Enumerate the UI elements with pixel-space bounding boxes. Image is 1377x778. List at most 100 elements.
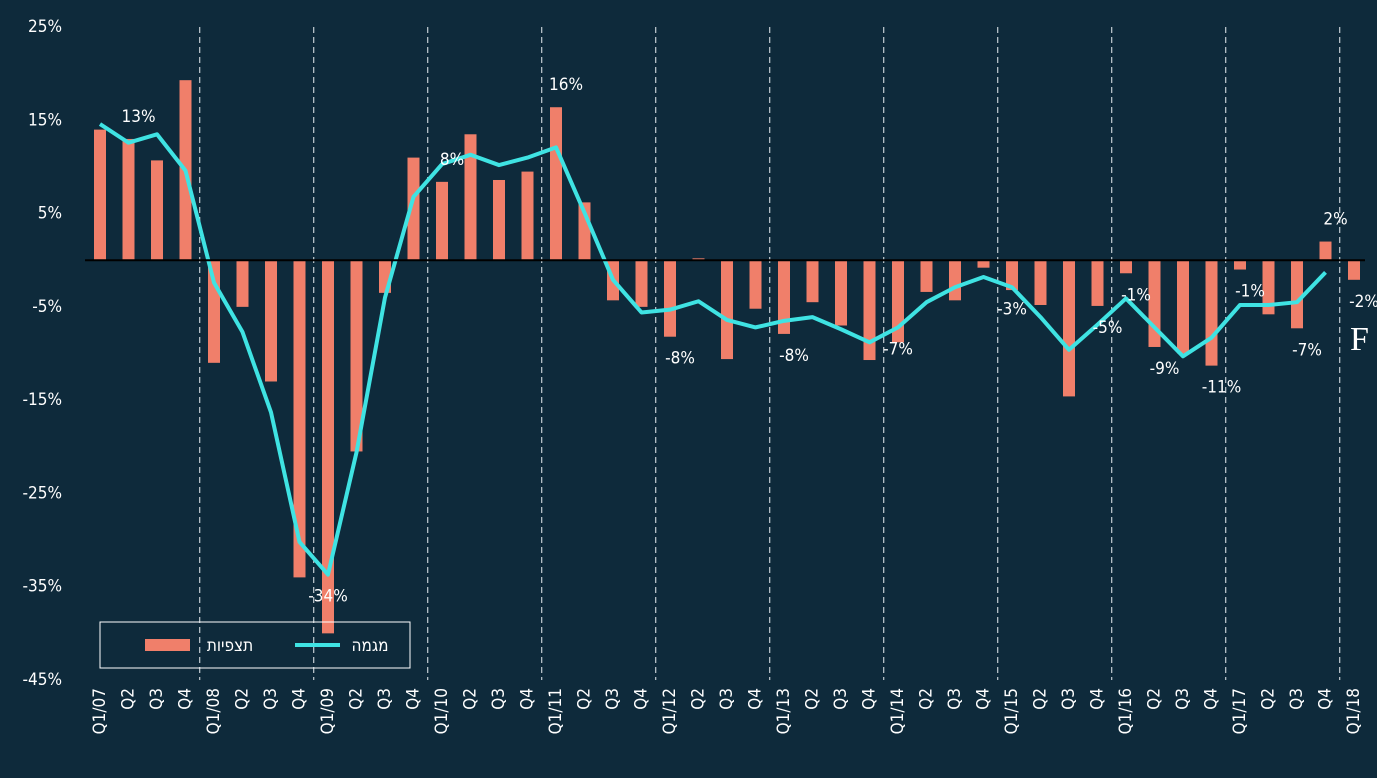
bar (1262, 260, 1275, 315)
x-tick-label: Q1/10 (432, 688, 452, 734)
bar (664, 260, 676, 337)
bar (94, 129, 106, 261)
bar (863, 260, 876, 361)
data-label: -8% (665, 349, 695, 369)
legend-label: מגמה (351, 636, 388, 656)
legend-box (99, 621, 411, 669)
data-label: -3% (997, 299, 1027, 319)
x-tick-label: Q3 (1059, 688, 1079, 710)
data-label: -34% (308, 587, 348, 607)
bar (920, 260, 933, 292)
x-tick-label: Q4 (1316, 688, 1336, 710)
bar (1063, 260, 1075, 397)
x-tick-label: Q4 (632, 688, 652, 710)
bar (1291, 260, 1303, 329)
x-tick-label: Q1/15 (1002, 688, 1022, 734)
bar (322, 260, 334, 634)
bar (122, 138, 135, 261)
x-tick-label: Q2 (917, 688, 937, 710)
bar (1348, 260, 1360, 280)
x-tick-label: Q4 (746, 688, 766, 710)
data-label: -7% (883, 339, 913, 359)
y-tick-label: -15% (22, 390, 62, 410)
x-tick-label: Q1/08 (204, 688, 224, 734)
x-tick-label: Q2 (347, 688, 367, 710)
bar (892, 260, 904, 343)
x-tick-label: Q2 (1031, 688, 1051, 710)
x-tick-label: Q1/14 (888, 688, 908, 734)
x-tick-label: Q1/13 (774, 688, 794, 734)
y-tick-label: 5% (38, 204, 62, 224)
data-label: 13% (122, 107, 156, 127)
x-tick-label: Q1/11 (546, 688, 566, 734)
data-label: 8% (440, 150, 464, 170)
x-tick-label: Q1/16 (1116, 688, 1136, 734)
x-tick-label: Q4 (404, 688, 424, 710)
x-tick-label: Q2 (119, 688, 139, 710)
x-tick-label: Q3 (717, 688, 737, 710)
bar (1205, 260, 1218, 366)
x-tick-label: Q4 (1202, 688, 1222, 710)
x-tick-label: Q4 (1088, 688, 1108, 710)
x-tick-label: Q3 (603, 688, 623, 710)
bar (407, 157, 420, 261)
y-tick-label: -45% (22, 670, 62, 690)
x-tick-label: Q2 (689, 688, 709, 710)
x-tick-label: Q1/07 (90, 688, 110, 734)
y-tick-label: 25% (28, 17, 62, 37)
x-tick-label: Q3 (831, 688, 851, 710)
data-label: 16% (549, 75, 583, 95)
data-label: -11% (1202, 378, 1242, 398)
x-tick-label: Q2 (803, 688, 823, 710)
bar (550, 107, 562, 261)
bar (749, 260, 762, 309)
bar (1120, 260, 1132, 274)
bar (835, 260, 847, 326)
data-label: -2% (1349, 292, 1377, 312)
data-label: -5% (1093, 318, 1123, 338)
legend-swatch (145, 639, 190, 651)
y-tick-label: -25% (22, 483, 62, 503)
bar (949, 260, 961, 301)
legend: תצפיות מגמה (99, 621, 411, 669)
x-tick-label: Q3 (489, 688, 509, 710)
y-tick-label: 15% (28, 110, 62, 130)
x-tick-label: Q4 (290, 688, 310, 710)
bar (293, 260, 306, 578)
bar (521, 171, 534, 261)
data-label: -1% (1235, 282, 1265, 302)
y-tick-label: -35% (22, 577, 62, 597)
x-tick-label: Q3 (1173, 688, 1193, 710)
x-tick-label: Q4 (974, 688, 994, 710)
x-tick-label: Q3 (261, 688, 281, 710)
x-tick-label: Q3 (147, 688, 167, 710)
bar (350, 260, 363, 452)
x-tick-label: Q4 (518, 688, 538, 710)
bar (1319, 241, 1332, 261)
bar (151, 160, 163, 261)
annotation: F (1350, 321, 1369, 358)
bar (635, 260, 648, 307)
bar (1006, 260, 1018, 291)
trend-line (98, 122, 1327, 577)
bar (1034, 260, 1047, 305)
x-tick-label: Q4 (176, 688, 196, 710)
bar (721, 260, 733, 360)
data-label: -7% (1292, 340, 1322, 360)
y-tick-label: -5% (32, 297, 62, 317)
data-label: -9% (1150, 359, 1180, 379)
bar (778, 260, 790, 334)
bar (1177, 260, 1189, 354)
x-tick-label: Q3 (1287, 688, 1307, 710)
bar (464, 134, 477, 261)
data-label: -8% (779, 346, 809, 366)
bar (436, 181, 448, 261)
x-tick-label: Q2 (461, 688, 481, 710)
bar (493, 179, 505, 261)
bar (806, 260, 819, 303)
bar (977, 260, 990, 268)
data-label: 2% (1323, 210, 1347, 230)
bar (265, 260, 277, 382)
